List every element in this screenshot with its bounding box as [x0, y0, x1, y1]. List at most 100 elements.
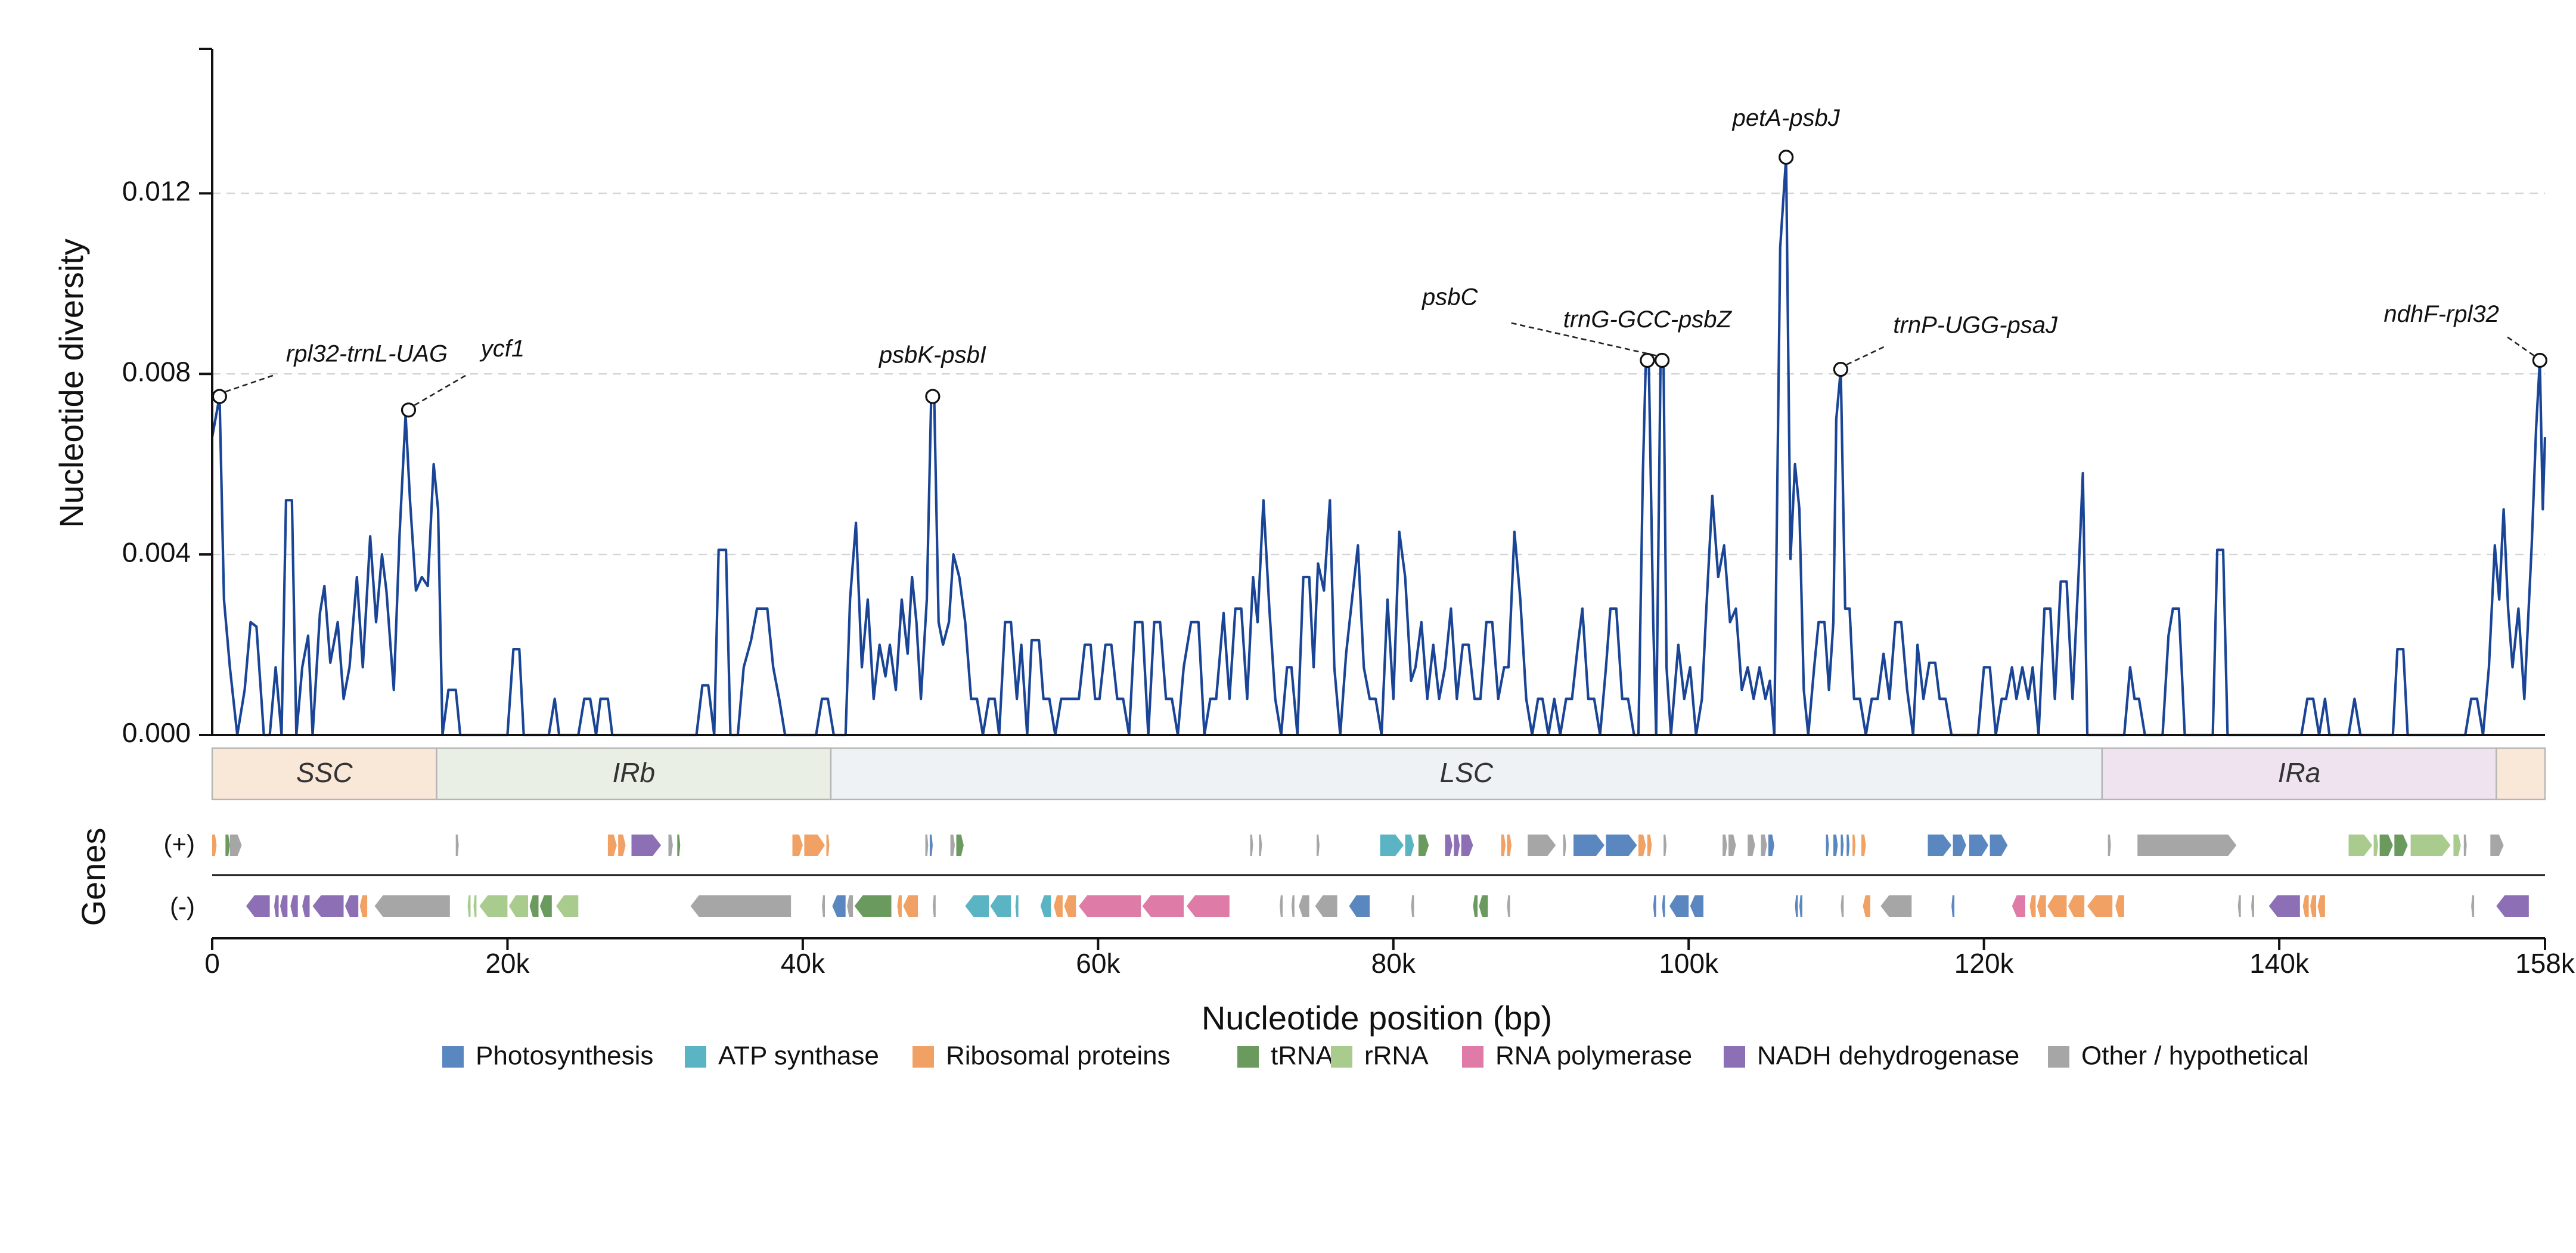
gene-arrow [508, 895, 529, 917]
gene-arrow [1418, 835, 1429, 856]
legend-label: rRNA [1364, 1041, 1429, 1071]
gene-arrow [225, 835, 230, 856]
annotation-leader [1846, 346, 1885, 365]
gene-arrow [1841, 835, 1844, 856]
gene-arrow [2029, 895, 2036, 917]
region-label: SSC [296, 757, 353, 788]
gene-arrow [2302, 895, 2309, 917]
peak-label: ndhF-rpl32 [2383, 301, 2499, 327]
region-box [2101, 747, 2497, 801]
y-ticks: 0.000 0.004 0.008 0.012 [122, 175, 212, 748]
gene-arrow [1454, 835, 1460, 856]
gene-arrow [473, 895, 477, 917]
gene-arrow [2251, 895, 2254, 917]
gene-arrow [1969, 835, 1989, 856]
plus-strand-label: (+) [164, 830, 195, 858]
gene-arrow [1015, 895, 1019, 917]
gene-arrow [2490, 835, 2504, 856]
gene-arrow [1259, 835, 1262, 856]
legend-label: tRNA [1271, 1041, 1334, 1071]
gene-arrow [2317, 895, 2325, 917]
gene-arrow [854, 895, 892, 917]
region-label: LSC [1440, 757, 1494, 788]
gene-arrow [1317, 835, 1320, 856]
gene-arrow [2310, 895, 2316, 917]
gene-arrow [2012, 895, 2025, 917]
gene-arrow [832, 895, 846, 917]
gene-arrow [690, 895, 792, 917]
gene-arrow [1852, 835, 1856, 856]
gene-arrow [1647, 835, 1652, 856]
gene-arrow [539, 895, 552, 917]
y-tick-label: 0.012 [122, 175, 191, 206]
legend-label: ATP synthase [718, 1041, 879, 1071]
gene-arrow [1606, 835, 1637, 856]
region-box [830, 747, 2103, 801]
gene-arrow [312, 895, 344, 917]
gene-arrow [467, 895, 471, 917]
gene-arrow [1662, 895, 1665, 917]
x-tick-label: 0 [204, 948, 220, 979]
region-box [2496, 747, 2546, 801]
gene-arrow [1722, 835, 1727, 856]
peak-marker [1640, 352, 1655, 368]
gene-arrow [1380, 835, 1404, 856]
peak-label: psbC [1422, 284, 1478, 310]
legend: Photosynthesis ATP synthase Ribosomal prot… [442, 1041, 2309, 1071]
gene-arrow [1990, 835, 2008, 856]
gene-arrow [1799, 895, 1802, 917]
peak-label: petA-psbJ [1732, 105, 1841, 131]
genome-regions-track: SSC IRb LSC IRa [211, 747, 2546, 801]
x-tick-label: 60k [1076, 948, 1121, 979]
legend-label: Ribosomal proteins [946, 1041, 1171, 1071]
gene-arrow [792, 835, 803, 856]
gene-arrow [1953, 835, 1966, 856]
gene-arrow [1748, 835, 1755, 856]
gene-arrow [1291, 895, 1295, 917]
peak-marker [212, 389, 227, 404]
gene-arrow [302, 895, 310, 917]
gene-arrow [1507, 895, 1510, 917]
gene-arrow [1299, 895, 1309, 917]
gene-arrow [1728, 835, 1736, 856]
gene-arrow [2137, 835, 2237, 856]
annotation-leader [225, 374, 275, 393]
x-tick-label: 20k [485, 948, 530, 979]
y-axis-title: Nucleotide diversity [52, 238, 90, 528]
legend-label: RNA polymerase [1495, 1041, 1692, 1071]
y-tick-label: 0.008 [122, 356, 191, 387]
gene-arrow [1880, 895, 1912, 917]
gene-arrow [280, 895, 288, 917]
gene-arrow [1861, 835, 1866, 856]
gene-arrow [1826, 835, 1829, 856]
gene-arrow [1280, 895, 1283, 917]
gene-arrow [1473, 895, 1478, 917]
legend-swatch [1331, 1046, 1352, 1068]
gene-arrow [903, 895, 918, 917]
gene-arrow [290, 895, 298, 917]
gene-arrow [1951, 895, 1955, 917]
legend-swatch [1724, 1046, 1745, 1068]
gene-arrow [274, 895, 279, 917]
gene-arrow [2379, 835, 2393, 856]
gene-arrow [804, 835, 825, 856]
peak-marker [1833, 362, 1848, 377]
gene-arrow [2453, 835, 2461, 856]
gene-arrow [990, 895, 1011, 917]
peak-annotations: rpl32-trnL-UAG ycf1 psbK-psbI trnG-GCC-psbZ… [212, 105, 2547, 418]
gene-arrow [2496, 895, 2529, 917]
peak-label: ycf1 [479, 336, 524, 362]
gridlines [212, 193, 2545, 556]
gene-arrow [822, 895, 825, 917]
x-ticks: 0 20k 40k 60k 80k 100k 120k 140k 158k [204, 937, 2575, 979]
x-tick-label: 158k [2515, 948, 2575, 979]
gene-arrow [897, 895, 902, 917]
gene-arrow [529, 895, 539, 917]
x-tick-label: 40k [781, 948, 825, 979]
gene-arrow [374, 895, 450, 917]
diversity-line-layer [210, 156, 2547, 737]
gene-arrow [1761, 835, 1767, 856]
gene-arrow [1638, 835, 1646, 856]
gene-arrow [2037, 895, 2046, 917]
